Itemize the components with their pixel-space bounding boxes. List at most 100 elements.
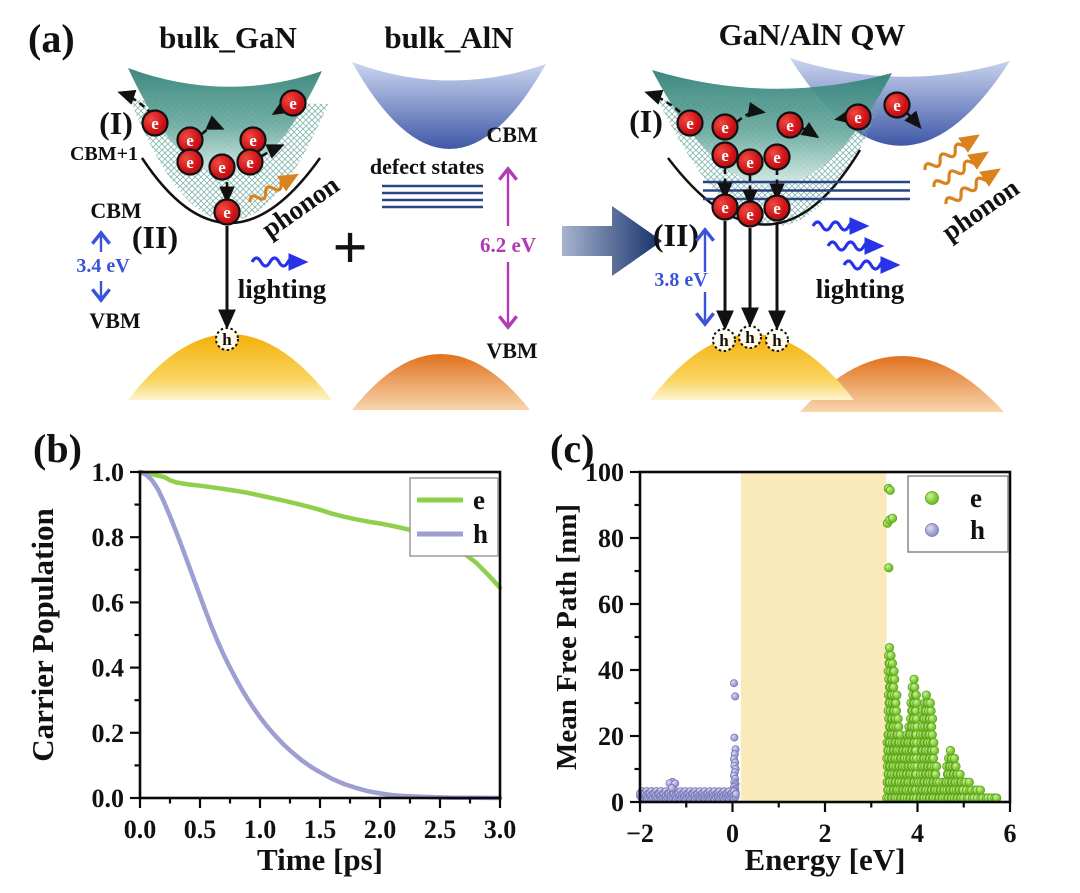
panel-b-label: (b) — [33, 426, 82, 471]
gan-aln-qw-diagram: GaN/AlN QW e e e e e e e e e e e — [629, 17, 1025, 412]
defect-state-lines — [382, 184, 483, 209]
electron: e — [141, 109, 169, 137]
legend-label-h: h — [970, 515, 985, 545]
electron: e — [763, 194, 791, 222]
svg-text:3.0: 3.0 — [484, 815, 517, 844]
svg-text:h: h — [745, 328, 755, 347]
svg-text:e: e — [854, 108, 862, 127]
electron-scatter-arrow — [261, 144, 285, 159]
svg-text:h: h — [222, 330, 232, 349]
electron: e — [736, 148, 764, 176]
svg-text:e: e — [746, 205, 754, 224]
qw-region-II-label: (II) — [653, 217, 699, 253]
aln-bandgap-value: 6.2 eV — [480, 233, 536, 257]
legend-marker-h — [925, 523, 939, 537]
panel-c-chart: (c) Mean Free Path [nm] Energy [eV] −2 0 2… — [550, 426, 1017, 877]
svg-text:0.6: 0.6 — [92, 588, 125, 617]
combine-arrow — [562, 206, 662, 276]
electron: e — [676, 109, 704, 137]
phonon-wave-arrow — [932, 151, 989, 188]
legend-marker-e — [925, 491, 939, 505]
plus-sign: + — [332, 214, 367, 282]
panel-c-ylabel: Mean Free Path [nm] — [551, 504, 583, 770]
panel-b-xlabel: Time [ps] — [257, 842, 383, 877]
legend-box — [409, 477, 499, 557]
hole: h — [765, 328, 789, 352]
svg-text:0.2: 0.2 — [92, 719, 125, 748]
svg-text:2: 2 — [819, 819, 832, 848]
svg-text:e: e — [773, 199, 781, 218]
svg-text:e: e — [218, 158, 226, 177]
svg-text:0.8: 0.8 — [92, 523, 125, 552]
svg-text:0.0: 0.0 — [92, 784, 125, 813]
electron: e — [763, 143, 791, 171]
svg-text:e: e — [223, 203, 231, 222]
electron: e — [279, 89, 307, 117]
aln-conduction-band — [352, 62, 546, 150]
panel-a-label: (a) — [28, 16, 75, 61]
svg-text:e: e — [186, 131, 194, 150]
panel-b-chart: (b) Carrier Population Time [ps] 0.0 0.5 1… — [25, 426, 517, 877]
hole: h — [738, 325, 762, 349]
defect-states-label: defect states — [370, 154, 485, 179]
svg-text:e: e — [289, 94, 297, 113]
svg-text:1.0: 1.0 — [244, 815, 277, 844]
svg-text:100: 100 — [585, 458, 624, 487]
region-I-label: (I) — [99, 105, 133, 141]
svg-text:0.5: 0.5 — [184, 815, 217, 844]
lighting-wave-arrow — [811, 217, 870, 235]
gan-bandgap-value: 3.4 eV — [76, 255, 130, 277]
svg-text:−2: −2 — [626, 819, 654, 848]
svg-text:e: e — [721, 146, 729, 165]
svg-text:1.0: 1.0 — [92, 458, 125, 487]
electron: e — [844, 103, 872, 131]
region-II-label: (II) — [132, 219, 178, 255]
svg-text:0: 0 — [611, 788, 624, 817]
lighting-wave-arrow — [250, 253, 309, 271]
bulk-aln-diagram: bulk_AlN CBM defect states 6.2 eV VBM — [352, 20, 546, 410]
svg-text:e: e — [249, 131, 257, 150]
svg-text:0.0: 0.0 — [124, 815, 157, 844]
electron-scatter-arrow — [201, 115, 225, 135]
svg-text:e: e — [246, 153, 254, 172]
hole: h — [712, 328, 736, 352]
electron: e — [736, 200, 764, 228]
svg-text:40: 40 — [598, 656, 624, 685]
electron-scatter-arrow — [904, 110, 922, 129]
svg-text:2.0: 2.0 — [364, 815, 397, 844]
qw-defect-state-lines — [703, 180, 910, 201]
cbm-plus1-label: CBM+1 — [70, 143, 138, 165]
svg-text:60: 60 — [598, 590, 624, 619]
qw-gan-conduction-band — [652, 70, 892, 186]
svg-text:e: e — [773, 148, 781, 167]
lighting-label: lighting — [238, 274, 327, 304]
svg-text:0: 0 — [726, 819, 739, 848]
phonon-wave-arrow — [923, 134, 980, 171]
svg-text:6: 6 — [1004, 819, 1017, 848]
svg-text:e: e — [151, 114, 159, 133]
bulk-aln-title: bulk_AlN — [384, 20, 513, 55]
panel-c-legend: e h — [907, 475, 1009, 553]
electron: e — [236, 148, 264, 176]
gan-valence-band — [128, 334, 332, 400]
panel-a-diagram: (a) bulk_GaN e e e e e e e e h (I) CBM+1… — [28, 16, 1025, 412]
vbm-label: VBM — [89, 308, 141, 333]
panel-c-xlabel: Energy [eV] — [745, 842, 906, 877]
legend-label-h: h — [473, 519, 488, 549]
lighting-wave-arrow — [826, 237, 885, 255]
svg-text:4: 4 — [911, 819, 924, 848]
svg-text:2.5: 2.5 — [424, 815, 457, 844]
svg-text:0.4: 0.4 — [92, 654, 125, 683]
svg-text:e: e — [746, 153, 754, 172]
svg-text:e: e — [786, 116, 794, 135]
svg-text:e: e — [186, 153, 194, 172]
aln-vbm-label: VBM — [486, 338, 538, 363]
electron: e — [711, 193, 739, 221]
panel-c-label: (c) — [550, 426, 594, 471]
svg-text:e: e — [686, 114, 694, 133]
svg-text:h: h — [772, 331, 782, 350]
electron-scatter-arrow — [736, 102, 766, 123]
bulk-gan-title: bulk_GaN — [159, 20, 297, 55]
aln-valence-band — [352, 354, 530, 410]
